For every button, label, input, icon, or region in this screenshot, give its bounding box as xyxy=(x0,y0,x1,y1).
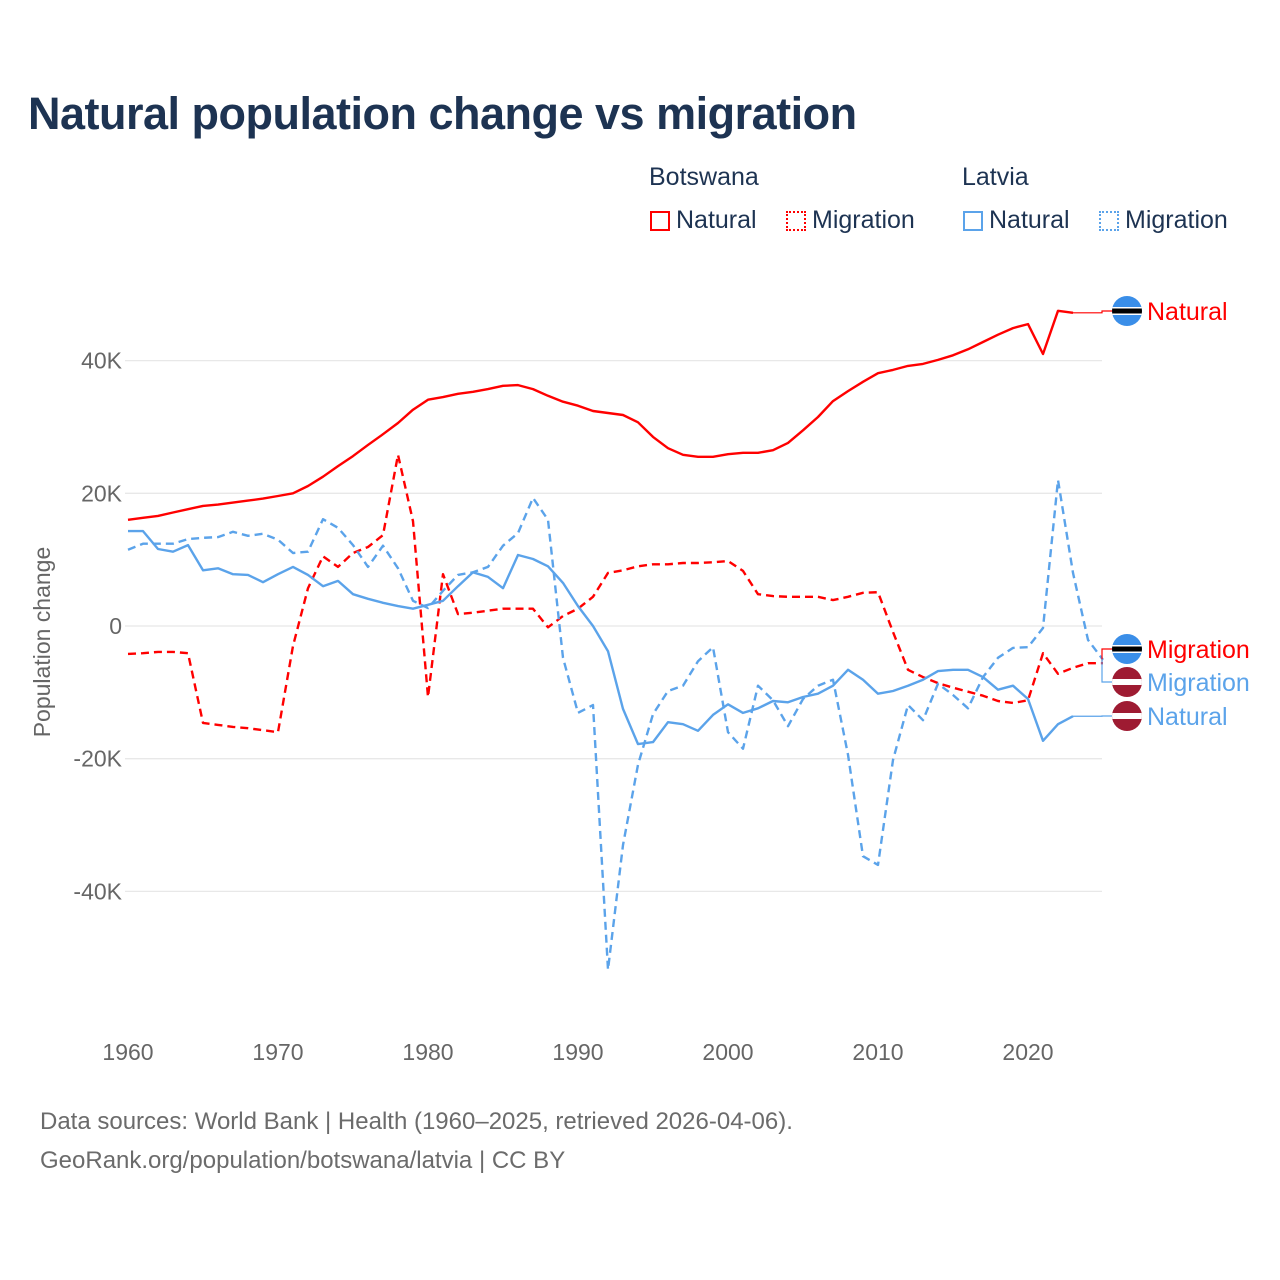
y-tick-label: 0 xyxy=(109,613,122,639)
legend-latvia-migration[interactable]: Migration xyxy=(1099,206,1228,235)
footer-link[interactable]: GeoRank.org/population/botswana/latvia |… xyxy=(40,1147,566,1174)
series-line-botswana-migration[interactable] xyxy=(127,453,1103,734)
x-tick-label: 2000 xyxy=(702,1039,753,1065)
legend-group-botswana: Botswana xyxy=(649,163,759,191)
x-tick-label: 2010 xyxy=(852,1039,903,1065)
x-tick-label: 1990 xyxy=(552,1039,603,1065)
end-label: Migration xyxy=(1147,636,1250,664)
legend-group-latvia: Latvia xyxy=(962,163,1029,191)
label-connector xyxy=(1073,310,1112,314)
botswana-flag-icon xyxy=(1112,634,1142,664)
end-label: Natural xyxy=(1147,703,1228,731)
footer-sources: Data sources: World Bank | Health (1960–… xyxy=(40,1108,793,1135)
solid-swatch-icon xyxy=(650,210,670,231)
botswana-flag-icon xyxy=(1112,296,1142,326)
chart-title: Natural population change vs migration xyxy=(28,88,857,139)
x-tick-label: 1970 xyxy=(252,1039,303,1065)
y-axis-label: Population change xyxy=(29,547,55,738)
legend-botswana-natural[interactable]: Natural xyxy=(650,206,757,235)
label-connector xyxy=(1101,659,1112,683)
series-line-latvia-migration[interactable] xyxy=(127,478,1104,971)
latvia-flag-icon xyxy=(1112,701,1142,731)
end-label: Natural xyxy=(1147,298,1228,326)
dotted-swatch-icon xyxy=(1099,210,1119,231)
y-tick-label: 20K xyxy=(81,480,123,506)
end-label: Migration xyxy=(1147,669,1250,697)
x-tick-label: 2020 xyxy=(1002,1039,1053,1065)
x-tick-label: 1960 xyxy=(102,1039,153,1065)
dotted-swatch-icon xyxy=(786,210,806,231)
legend-label: Natural xyxy=(989,206,1070,234)
legend-botswana-migration[interactable]: Migration xyxy=(786,206,915,235)
x-tick-label: 1980 xyxy=(402,1039,453,1065)
legend-label: Migration xyxy=(812,206,915,234)
y-tick-label: -40K xyxy=(73,878,122,904)
label-connector xyxy=(1101,648,1112,664)
solid-swatch-icon xyxy=(963,210,983,231)
series-line-botswana-natural[interactable] xyxy=(127,309,1074,521)
legend-label: Migration xyxy=(1125,206,1228,234)
legend-latvia-natural[interactable]: Natural xyxy=(963,206,1070,235)
latvia-flag-icon xyxy=(1112,667,1142,697)
series-line-latvia-natural[interactable] xyxy=(128,529,1074,746)
y-tick-label: -20K xyxy=(73,746,122,772)
y-tick-label: 40K xyxy=(81,348,123,374)
legend-label: Natural xyxy=(676,206,757,234)
